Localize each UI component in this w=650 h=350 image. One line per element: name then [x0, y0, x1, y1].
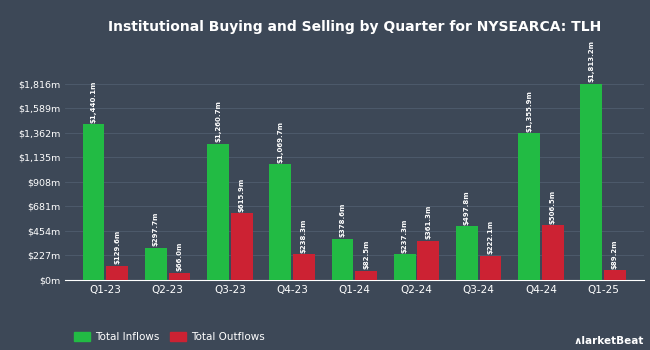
Text: $238.3m: $238.3m [301, 218, 307, 253]
Text: $82.5m: $82.5m [363, 240, 369, 270]
Bar [456, 226, 478, 280]
Bar [231, 214, 253, 280]
Bar [293, 254, 315, 280]
Text: $1,440.1m: $1,440.1m [90, 80, 97, 122]
Bar [394, 254, 415, 280]
Bar [145, 248, 166, 280]
Bar [168, 273, 190, 280]
Bar [83, 124, 105, 280]
Text: $297.7m: $297.7m [153, 212, 159, 246]
Text: $66.0m: $66.0m [176, 242, 183, 271]
Bar [269, 164, 291, 280]
Text: $1,355.9m: $1,355.9m [526, 90, 532, 132]
Bar [580, 84, 602, 280]
Text: $1,260.7m: $1,260.7m [215, 100, 221, 142]
Text: $497.8m: $497.8m [464, 190, 470, 224]
Text: $222.1m: $222.1m [488, 220, 493, 254]
Text: $378.6m: $378.6m [339, 203, 345, 237]
Text: $361.3m: $361.3m [425, 205, 431, 239]
Text: $237.3m: $237.3m [402, 218, 408, 253]
Text: $89.2m: $89.2m [612, 239, 618, 269]
Text: $1,069.7m: $1,069.7m [278, 121, 283, 163]
Legend: Total Inflows, Total Outflows: Total Inflows, Total Outflows [70, 328, 268, 346]
Bar [542, 225, 564, 280]
Bar [480, 256, 501, 280]
Text: ∧larketBeat: ∧larketBeat [573, 336, 644, 346]
Bar [332, 239, 354, 280]
Text: $129.6m: $129.6m [114, 230, 120, 264]
Text: $615.9m: $615.9m [239, 177, 244, 212]
Text: $1,813.2m: $1,813.2m [588, 40, 594, 82]
Bar [207, 144, 229, 280]
Bar [355, 271, 377, 280]
Bar [518, 133, 540, 280]
Title: Institutional Buying and Selling by Quarter for NYSEARCA: TLH: Institutional Buying and Selling by Quar… [108, 20, 601, 34]
Bar [107, 266, 128, 280]
Bar [417, 241, 439, 280]
Bar [604, 270, 626, 280]
Text: $506.5m: $506.5m [550, 189, 556, 224]
